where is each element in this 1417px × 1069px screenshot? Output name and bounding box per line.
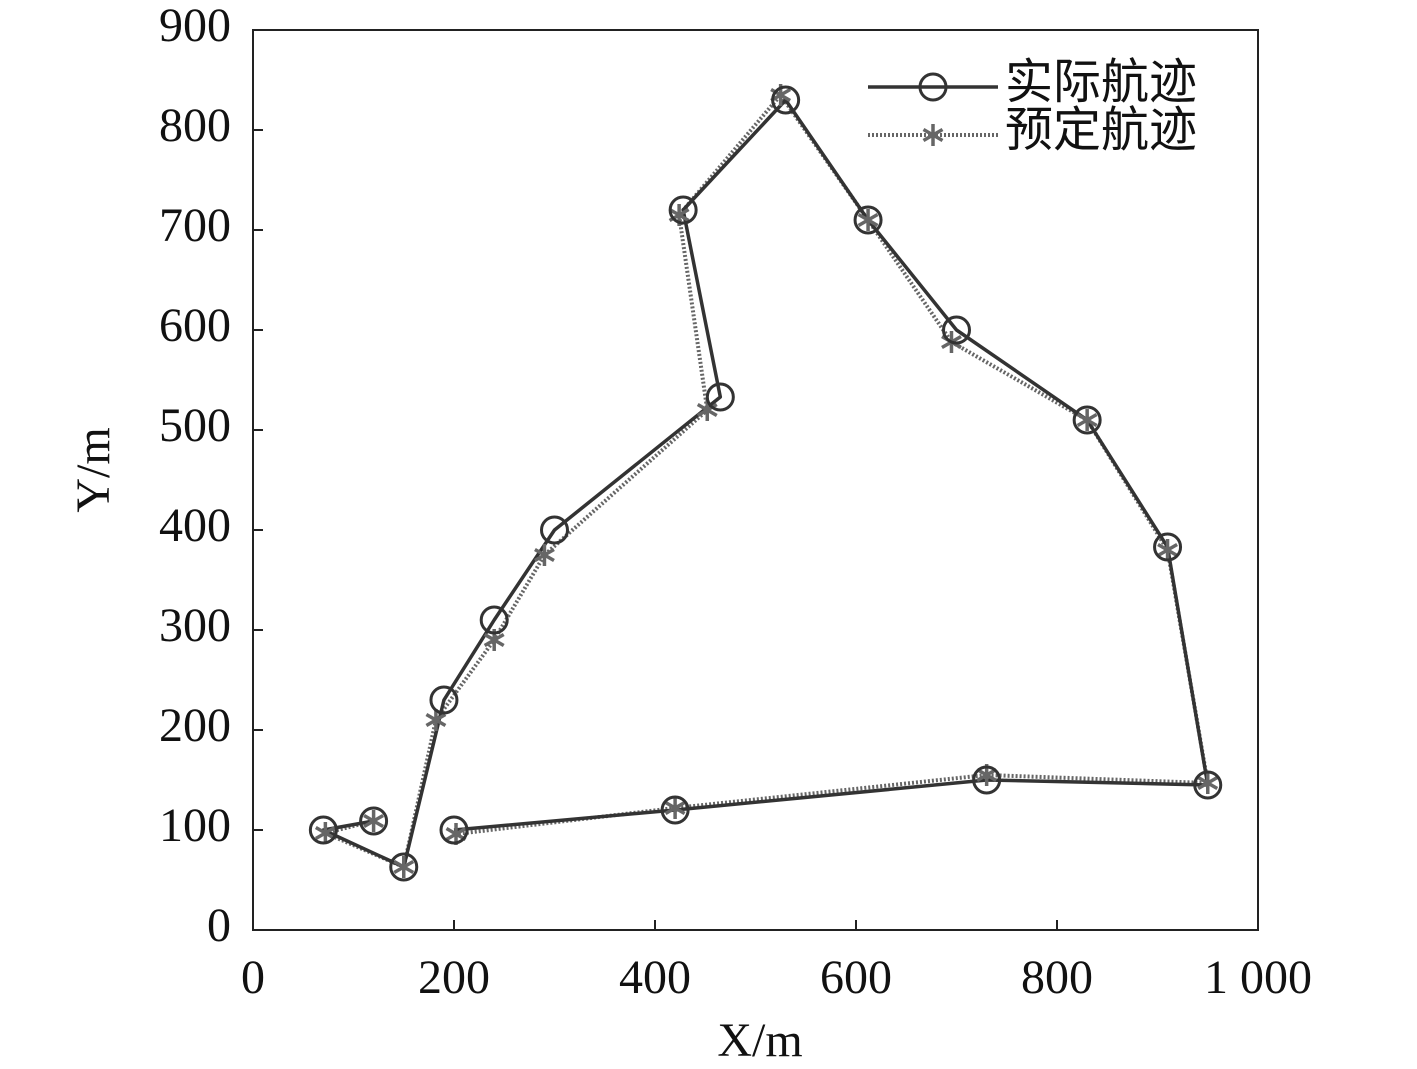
marker bbox=[857, 209, 879, 231]
marker bbox=[853, 205, 883, 235]
marker bbox=[664, 797, 686, 819]
marker bbox=[425, 709, 447, 731]
marker bbox=[540, 515, 569, 545]
y-tick-label: 100 bbox=[159, 799, 231, 852]
marker bbox=[314, 822, 336, 844]
marker bbox=[393, 856, 415, 878]
legend-label: 预定航迹 bbox=[1005, 104, 1197, 157]
y-tick-label: 300 bbox=[159, 599, 231, 652]
marker-stroke bbox=[696, 402, 718, 418]
y-axis-label: Y/m bbox=[67, 427, 120, 512]
y-tick-label: 600 bbox=[159, 299, 231, 352]
marker bbox=[429, 685, 459, 715]
marker-stroke bbox=[1076, 412, 1098, 428]
marker bbox=[479, 605, 509, 635]
marker bbox=[534, 544, 555, 566]
x-axis-label: X/m bbox=[717, 1014, 802, 1067]
marker bbox=[1193, 770, 1223, 800]
marker-stroke bbox=[770, 87, 792, 103]
marker-stroke bbox=[314, 825, 336, 841]
marker-stroke bbox=[664, 800, 686, 816]
marker-stroke bbox=[425, 712, 447, 728]
marker-stroke bbox=[534, 547, 555, 563]
marker-stroke bbox=[1157, 542, 1178, 558]
marker bbox=[308, 815, 338, 845]
marker bbox=[1072, 405, 1102, 435]
legend-marker bbox=[922, 124, 944, 146]
y-tick-label: 500 bbox=[159, 399, 231, 452]
y-tick-label: 200 bbox=[159, 699, 231, 752]
x-tick-label: 200 bbox=[418, 951, 490, 1004]
marker bbox=[972, 765, 1002, 795]
marker bbox=[771, 85, 801, 115]
series-line bbox=[321, 98, 1210, 869]
plot-frame bbox=[252, 29, 1259, 931]
marker bbox=[363, 810, 385, 832]
marker bbox=[1197, 772, 1219, 794]
x-tick-label: 400 bbox=[619, 951, 691, 1004]
marker bbox=[705, 382, 735, 412]
marker-stroke bbox=[922, 127, 944, 143]
marker bbox=[1157, 539, 1178, 561]
marker bbox=[445, 823, 467, 845]
marker bbox=[359, 806, 389, 836]
marker-stroke bbox=[483, 632, 505, 648]
y-tick-label: 800 bbox=[159, 99, 231, 152]
legend-label: 实际航迹 bbox=[1005, 56, 1197, 109]
marker-stroke bbox=[445, 826, 467, 842]
y-tick-label: 700 bbox=[159, 199, 231, 252]
marker bbox=[942, 315, 971, 345]
x-tick-label: 800 bbox=[1021, 951, 1093, 1004]
marker-stroke bbox=[976, 767, 998, 783]
y-tick-label: 0 bbox=[207, 899, 231, 952]
marker bbox=[1153, 532, 1183, 562]
marker bbox=[660, 795, 690, 825]
x-tick-label: 0 bbox=[241, 951, 265, 1004]
marker-stroke bbox=[363, 813, 385, 829]
y-tick-label: 900 bbox=[159, 0, 231, 52]
marker-stroke bbox=[393, 859, 415, 875]
series-line bbox=[323, 93, 1210, 869]
marker-stroke bbox=[857, 212, 879, 228]
marker bbox=[668, 195, 698, 225]
marker bbox=[439, 815, 469, 845]
y-tick-label: 400 bbox=[159, 499, 231, 552]
x-tick-label: 600 bbox=[820, 951, 892, 1004]
x-tick-label: 1 000 bbox=[1204, 951, 1312, 1004]
legend-marker bbox=[918, 72, 948, 102]
marker-stroke bbox=[1197, 775, 1219, 791]
marker bbox=[389, 852, 419, 882]
marker bbox=[1076, 409, 1098, 431]
